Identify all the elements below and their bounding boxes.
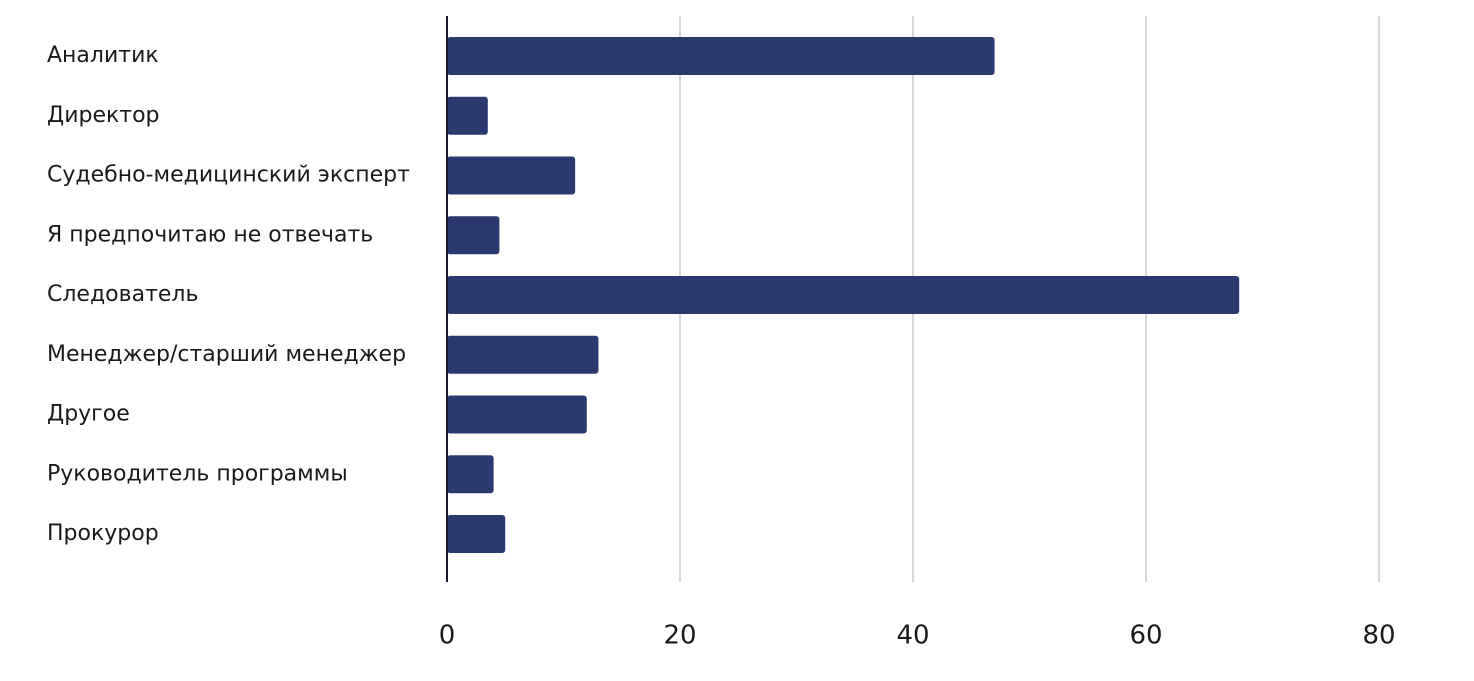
bar-layer <box>447 37 1240 553</box>
category-label: Судебно-медицинский эксперт <box>47 163 410 188</box>
bar-2 <box>447 156 576 195</box>
category-label: Директор <box>47 103 160 128</box>
bar-5 <box>447 335 599 374</box>
x-tick-label: 80 <box>1362 621 1395 651</box>
category-label: Менеджер/старший менеджер <box>47 342 406 367</box>
bar-6 <box>447 395 587 434</box>
category-label: Я предпочитаю не отвечать <box>47 222 373 247</box>
category-label: Прокурор <box>47 521 159 546</box>
bar-4 <box>447 276 1240 314</box>
tick-label-layer: 0 20 40 60 80 <box>439 621 1396 651</box>
x-tick-label: 0 <box>439 621 456 651</box>
bar-1 <box>447 96 488 135</box>
bar-3 <box>447 216 500 255</box>
category-label: Аналитик <box>47 43 159 68</box>
x-tick-label: 40 <box>896 621 929 651</box>
x-tick-label: 60 <box>1129 621 1162 651</box>
category-label: Руководитель программы <box>47 461 348 486</box>
category-label: Другое <box>47 402 130 427</box>
bar-0 <box>447 37 995 75</box>
category-label: Следователь <box>47 282 198 307</box>
x-tick-label: 20 <box>663 621 696 651</box>
category-label-layer: Аналитик Директор Судебно-медицинский эксп… <box>47 43 410 546</box>
bar-8 <box>447 515 506 553</box>
bar-7 <box>447 455 494 494</box>
